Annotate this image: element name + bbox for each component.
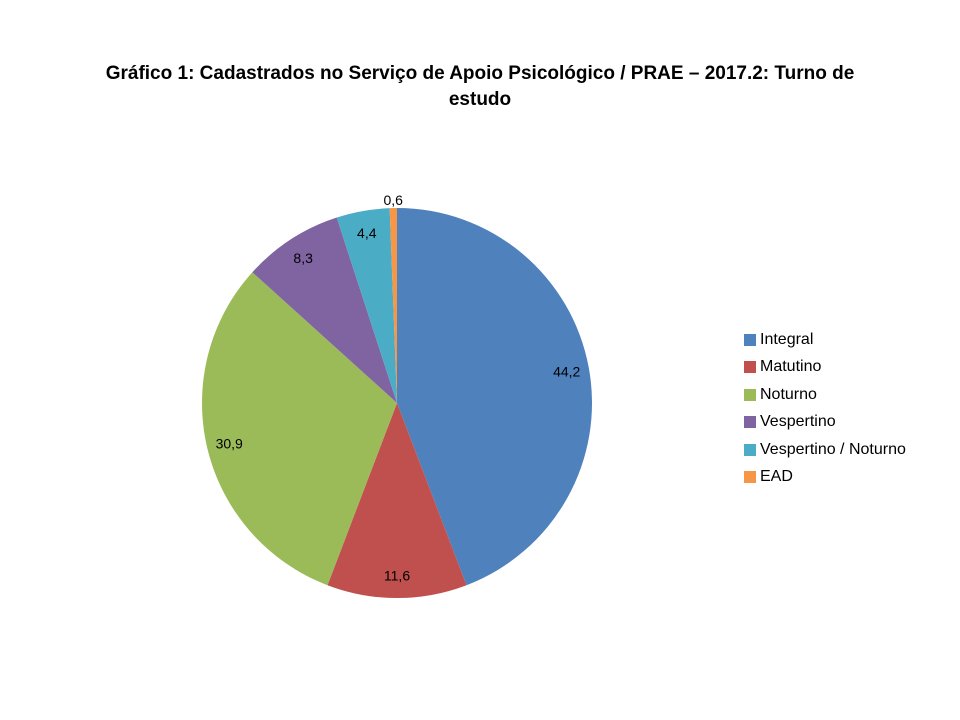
- legend-label-integral: Integral: [760, 330, 814, 348]
- pie-slice-matutino: [327, 403, 467, 598]
- legend-swatch-ead: [744, 471, 756, 484]
- legend-swatch-integral: [744, 333, 756, 346]
- pie-slice-vespertino-noturno: [336, 208, 397, 403]
- chart-title-line1: Gráfico 1: Cadastrados no Serviço de Apo…: [105, 63, 855, 84]
- legend-label-vespertino-noturno: Vespertino / Noturno: [760, 440, 906, 458]
- legend: Integral Matutino Noturno Vespertino Ves…: [744, 326, 906, 491]
- legend-swatch-vespertino-noturno: [744, 443, 756, 456]
- data-label-ead: 0,6: [383, 192, 403, 208]
- pie-slice-integral: [397, 208, 592, 586]
- legend-label-ead: EAD: [760, 468, 793, 486]
- data-label-vespertino: 8,3: [293, 250, 313, 266]
- chart-title-line2: estudo: [448, 89, 512, 110]
- legend-swatch-noturno: [744, 388, 756, 401]
- pie-slice-ead: [389, 208, 397, 403]
- data-label-matutino: 11,6: [384, 568, 410, 584]
- data-label-noturno: 30,9: [216, 435, 243, 451]
- legend-label-vespertino: Vespertino: [760, 413, 836, 431]
- pie-slice-noturno: [202, 272, 397, 586]
- legend-item-noturno: Noturno: [744, 381, 906, 409]
- legend-item-matutino: Matutino: [744, 354, 906, 382]
- legend-label-matutino: Matutino: [760, 358, 822, 376]
- legend-item-integral: Integral: [744, 326, 906, 354]
- legend-label-noturno: Noturno: [760, 385, 817, 403]
- legend-swatch-matutino: [744, 361, 756, 374]
- legend-item-ead: EAD: [744, 464, 906, 492]
- legend-item-vespertino-noturno: Vespertino / Noturno: [744, 436, 906, 464]
- legend-item-vespertino: Vespertino: [744, 409, 906, 437]
- chart-title: Gráfico 1: Cadastrados no Serviço de Apo…: [0, 61, 960, 113]
- data-label-vespertino-noturno: 4,4: [357, 225, 377, 241]
- legend-swatch-vespertino: [744, 416, 756, 429]
- data-label-integral: 44,2: [553, 364, 580, 380]
- pie-slice-vespertino: [252, 217, 397, 403]
